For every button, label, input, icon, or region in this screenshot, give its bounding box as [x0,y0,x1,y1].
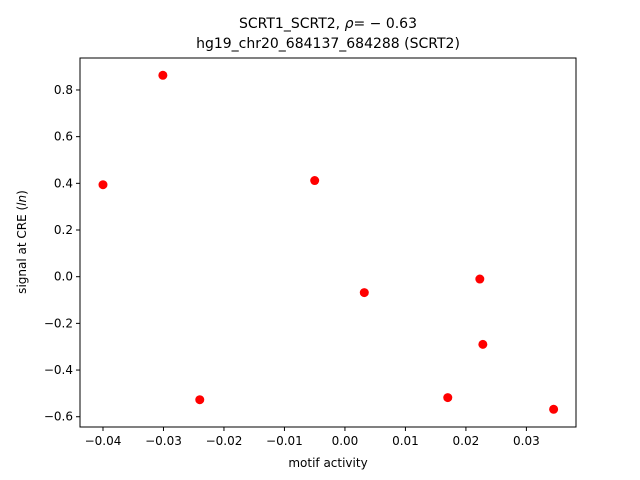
x-tick-label: −0.03 [145,434,182,448]
x-tick-label: −0.01 [266,434,303,448]
x-tick-label: 0.02 [453,434,480,448]
x-tick-label: 0.03 [513,434,540,448]
chart-title-line2: hg19_chr20_684137_684288 (SCRT2) [196,36,460,52]
x-axis-label: motif activity [288,456,367,470]
x-axis: −0.04 −0.03 −0.02 −0.01 0.00 0.01 0.02 0.03 [85,427,540,448]
scatter-point [195,395,205,405]
y-tick-label: −0.6 [44,410,73,424]
plot-area-frame [79,57,577,428]
x-tick-label: −0.04 [85,434,122,448]
y-tick-label: 0.6 [54,130,73,144]
x-tick-label: 0.01 [392,434,419,448]
y-tick-label: 0.8 [54,83,73,97]
y-tick-label: 0.2 [54,223,73,237]
data-points [98,70,559,414]
y-tick-label: −0.4 [44,363,73,377]
scatter-point [475,274,485,284]
y-tick-label: 0.0 [54,270,73,284]
x-tick-label: −0.02 [206,434,243,448]
y-tick-label: −0.2 [44,316,73,330]
y-axis: −0.6 −0.4 −0.2 0.0 0.2 0.4 0.6 0.8 [44,83,80,424]
scatter-point [443,393,453,403]
scatter-point [549,404,559,414]
scatter-point [158,70,168,80]
y-tick-label: 0.4 [54,176,73,190]
scatter-point [98,180,108,190]
chart-title-line1: SCRT1_SCRT2, ρ= − 0.63 [239,16,417,32]
y-axis-label: signal at CRE (ln) [15,190,29,294]
scatter-point [359,288,369,298]
scatter-point [478,339,488,349]
x-tick-label: 0.00 [332,434,359,448]
scatter-point [310,176,320,186]
